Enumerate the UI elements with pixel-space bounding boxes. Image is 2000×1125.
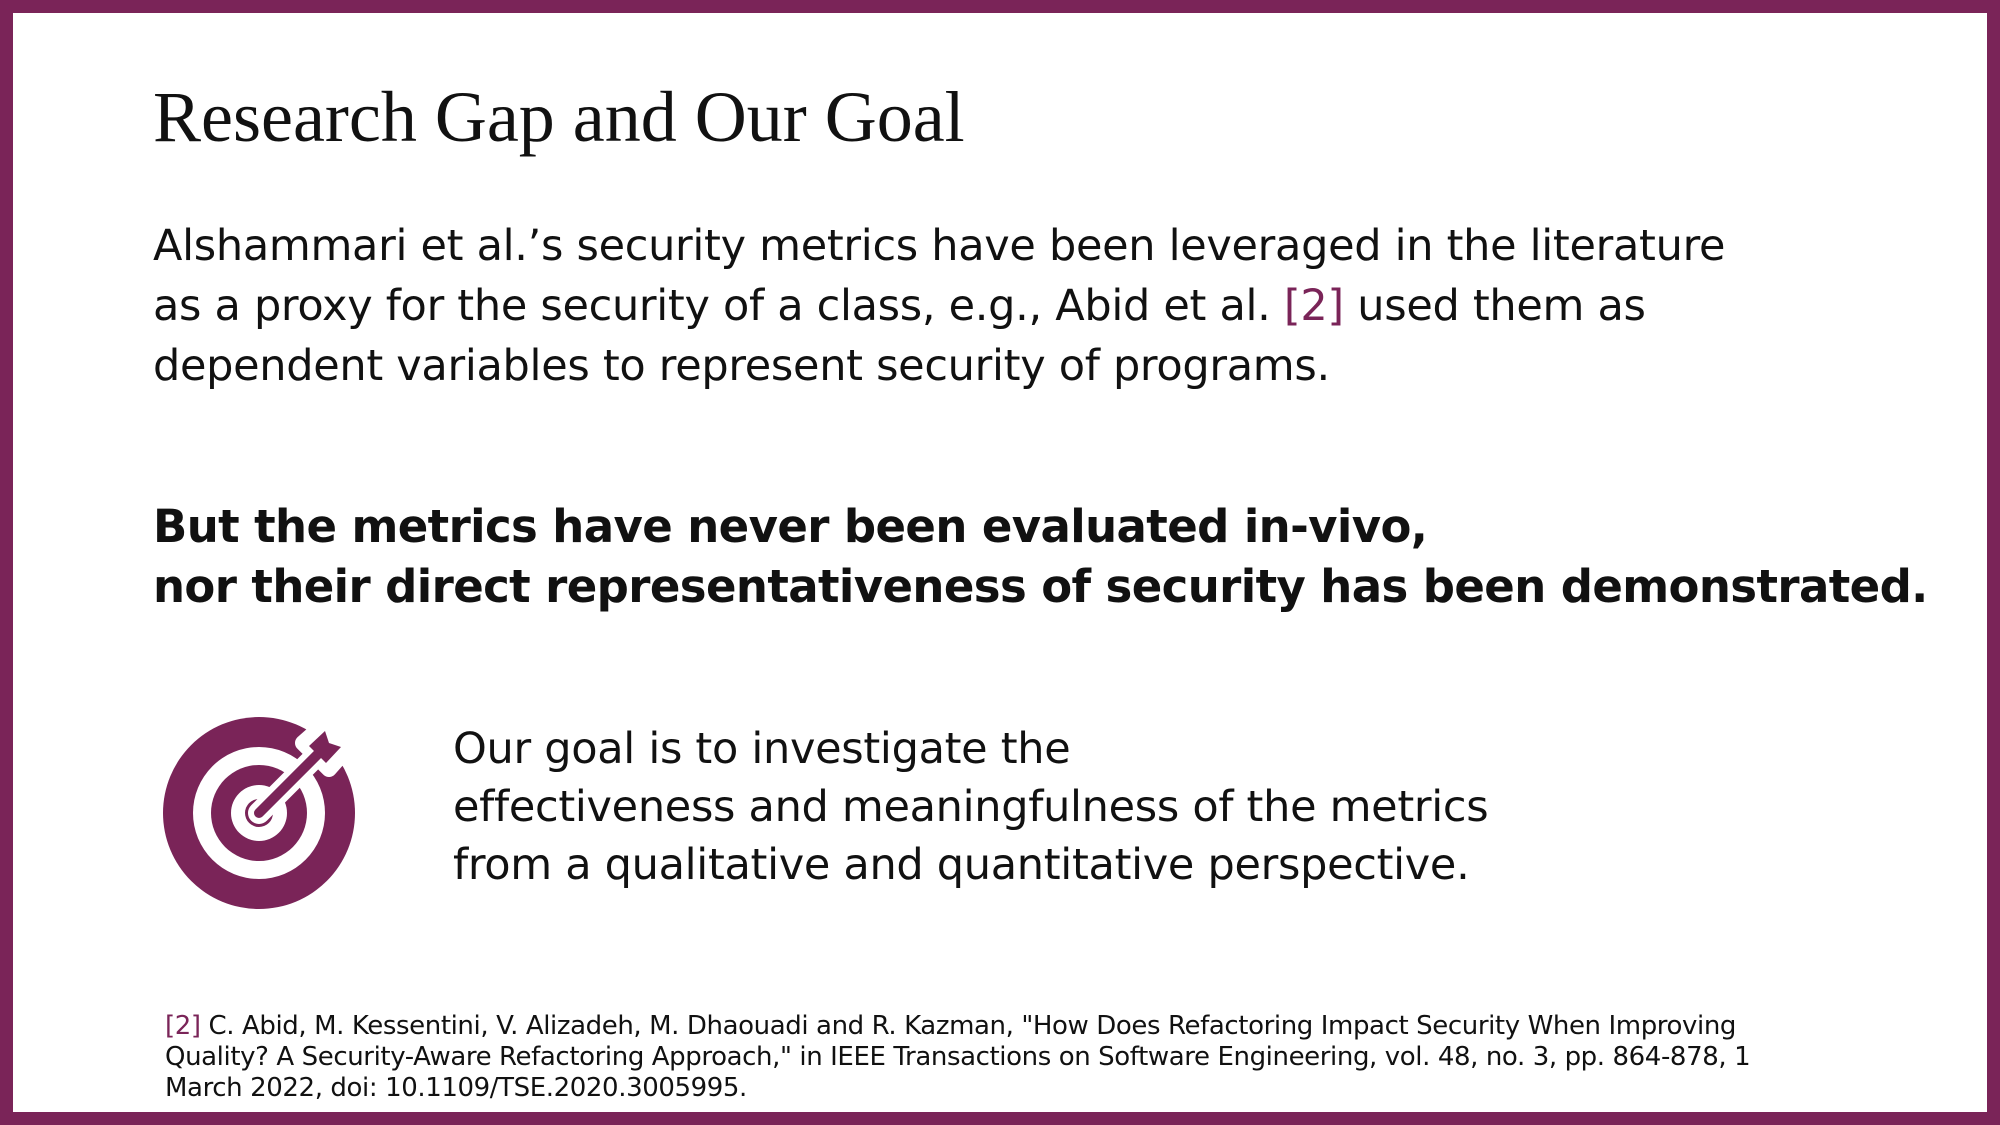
intro-line-3: dependent variables to represent securit…	[153, 341, 1330, 391]
intro-line-2: as a proxy for the security of a class, …	[153, 276, 1725, 336]
footnote-line-3: March 2022, doi: 10.1109/TSE.2020.300599…	[165, 1073, 747, 1103]
footnote-line-1-text: C. Abid, M. Kessentini, V. Alizadeh, M. …	[200, 1011, 1737, 1041]
intro-paragraph: Alshammari et al.’s security metrics hav…	[153, 216, 1725, 396]
citation-ref-2: [2]	[1283, 281, 1344, 331]
intro-line-1: Alshammari et al.’s security metrics hav…	[153, 221, 1726, 271]
goal-line-1: Our goal is to investigate the	[453, 724, 1071, 774]
research-gap-statement: But the metrics have never been evaluate…	[153, 497, 1928, 617]
intro-line-2-tail: used them as	[1343, 281, 1646, 331]
gap-line-2: nor their direct representativeness of s…	[153, 560, 1928, 613]
goal-statement: Our goal is to investigate the effective…	[453, 720, 1489, 894]
footnote-line-2: Quality? A Security-Aware Refactoring Ap…	[165, 1042, 1751, 1072]
goal-line-3: from a qualitative and quantitative pers…	[453, 840, 1470, 890]
target-icon	[163, 717, 355, 909]
gap-line-1: But the metrics have never been evaluate…	[153, 500, 1428, 553]
footnote-line-1: [2] C. Abid, M. Kessentini, V. Alizadeh,…	[165, 1011, 1750, 1042]
goal-line-2: effectiveness and meaningfulness of the …	[453, 782, 1489, 832]
intro-line-2-text: as a proxy for the security of a class, …	[153, 281, 1284, 331]
reference-footnote: [2] C. Abid, M. Kessentini, V. Alizadeh,…	[165, 1011, 1751, 1104]
footnote-cite-label: [2]	[165, 1011, 201, 1041]
slide-title: Research Gap and Our Goal	[153, 77, 965, 157]
